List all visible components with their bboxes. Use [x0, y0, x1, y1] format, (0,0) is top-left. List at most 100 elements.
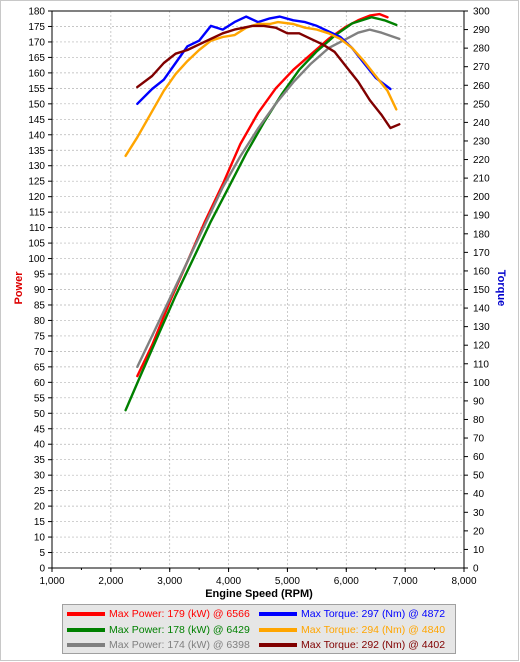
x-axis-label: Engine Speed (RPM) [205, 588, 313, 600]
right-tick-label: 290 [473, 25, 490, 36]
left-tick-label: 150 [28, 99, 45, 110]
right-tick-label: 110 [473, 359, 489, 370]
left-tick-label: 155 [28, 84, 45, 95]
x-tick-label: 2,000 [98, 576, 123, 587]
right-tick-label: 90 [473, 396, 485, 407]
legend-swatch [67, 627, 105, 632]
legend-label: Max Torque: 292 (Nm) @ 4402 [301, 639, 446, 651]
right-tick-label: 100 [473, 378, 490, 389]
legend-label: Max Power: 179 (kW) @ 6566 [109, 608, 250, 620]
tick-labels: 0 5 10 15 20 25 30 35 40 45 50 55 60 65 70 75 80 85 90 95 10… [28, 7, 490, 588]
right-tick-label: 0 [473, 564, 479, 575]
legend-label: Max Torque: 294 (Nm) @ 4840 [301, 623, 446, 636]
x-tick-label: 1,000 [39, 576, 64, 587]
legend-item-4: Max Torque: 297 (Nm) @ 4872 [259, 607, 445, 621]
left-tick-label: 110 [29, 223, 45, 234]
series-line-4 [136, 15, 392, 106]
legend-swatch [259, 612, 297, 616]
legend-item-1: Max Power: 179 (kW) @ 6566 [67, 607, 250, 621]
left-tick-label: 145 [28, 115, 45, 126]
series-line-6 [136, 24, 401, 130]
legend-swatch [67, 643, 105, 647]
left-tick-label: 70 [34, 347, 46, 358]
right-tick-label: 130 [473, 322, 490, 333]
right-tick-label: 200 [473, 192, 490, 203]
right-tick-label: 210 [473, 174, 490, 185]
left-tick-label: 55 [34, 393, 46, 404]
legend: Max Power: 179 (kW) @ 6566 Max Power: 178… [62, 604, 456, 654]
x-tick-label: 4,000 [216, 576, 241, 587]
left-tick-label: 105 [28, 239, 45, 250]
legend-label: Max Torque: 297 (Nm) @ 4872 [301, 608, 446, 620]
right-axis-label: Torque [495, 270, 507, 306]
grid [52, 11, 464, 568]
x-tick-label: 6,000 [334, 576, 359, 587]
legend-item-6: Max Torque: 292 (Nm) @ 4402 [259, 638, 445, 652]
series-lines [124, 12, 401, 412]
right-tick-label: 240 [473, 118, 490, 129]
left-axis-label: Power [13, 271, 25, 305]
right-tick-label: 60 [473, 452, 485, 463]
right-tick-label: 120 [473, 341, 490, 352]
left-tick-label: 20 [34, 502, 46, 513]
right-tick-label: 30 [473, 508, 485, 519]
left-tick-label: 125 [28, 177, 45, 188]
left-tick-label: 85 [34, 300, 46, 311]
left-tick-label: 160 [28, 68, 45, 79]
legend-swatch [259, 627, 297, 632]
left-tick-label: 10 [34, 533, 46, 544]
right-tick-label: 50 [473, 471, 485, 482]
left-tick-label: 130 [28, 161, 45, 172]
dyno-chart: 0 5 10 15 20 25 30 35 40 45 50 55 60 65 70 75 80 85 90 95 10… [13, 7, 507, 601]
left-tick-label: 170 [28, 37, 45, 48]
left-tick-label: 95 [34, 270, 46, 281]
right-tick-label: 140 [473, 304, 490, 315]
left-tick-label: 175 [28, 22, 45, 33]
left-tick-label: 5 [39, 548, 45, 559]
left-tick-label: 80 [34, 316, 46, 327]
left-tick-label: 165 [28, 53, 45, 64]
right-tick-label: 230 [473, 136, 490, 147]
left-tick-label: 115 [29, 208, 45, 219]
legend-item-5: Max Torque: 294 (Nm) @ 4840 [259, 623, 445, 637]
left-tick-label: 120 [28, 192, 45, 203]
series-line-3 [136, 28, 401, 369]
legend-swatch [67, 612, 105, 616]
x-tick-label: 3,000 [157, 576, 182, 587]
series-line-2 [124, 16, 398, 412]
left-tick-label: 100 [28, 254, 45, 265]
right-tick-label: 260 [473, 81, 490, 92]
left-tick-label: 30 [34, 471, 46, 482]
left-tick-label: 40 [34, 440, 46, 451]
right-tick-label: 10 [473, 545, 485, 556]
left-tick-label: 25 [34, 486, 46, 497]
x-tick-label: 7,000 [393, 576, 418, 587]
right-tick-label: 180 [473, 229, 490, 240]
left-tick-label: 60 [34, 378, 46, 389]
left-tick-label: 45 [34, 424, 46, 435]
right-tick-label: 300 [473, 7, 490, 18]
left-tick-label: 35 [34, 455, 46, 466]
x-tick-label: 5,000 [275, 576, 300, 587]
series-line-1 [136, 12, 389, 378]
right-tick-label: 270 [473, 62, 490, 73]
left-tick-label: 65 [34, 362, 46, 373]
right-tick-label: 150 [473, 285, 490, 296]
right-tick-label: 220 [473, 155, 490, 166]
left-tick-label: 90 [34, 285, 46, 296]
left-tick-label: 0 [39, 564, 45, 575]
legend-item-2: Max Power: 178 (kW) @ 6429 [67, 623, 250, 637]
left-tick-label: 15 [34, 517, 46, 528]
right-tick-label: 250 [473, 99, 490, 110]
right-tick-label: 280 [473, 44, 490, 55]
left-tick-label: 140 [28, 130, 45, 141]
left-tick-label: 50 [34, 409, 46, 420]
right-tick-label: 40 [473, 489, 485, 500]
legend-swatch [259, 643, 297, 647]
right-tick-label: 170 [473, 248, 490, 259]
left-tick-label: 75 [34, 331, 46, 342]
right-tick-label: 70 [473, 434, 485, 445]
right-tick-label: 190 [473, 211, 490, 222]
series-line-5 [124, 20, 398, 158]
